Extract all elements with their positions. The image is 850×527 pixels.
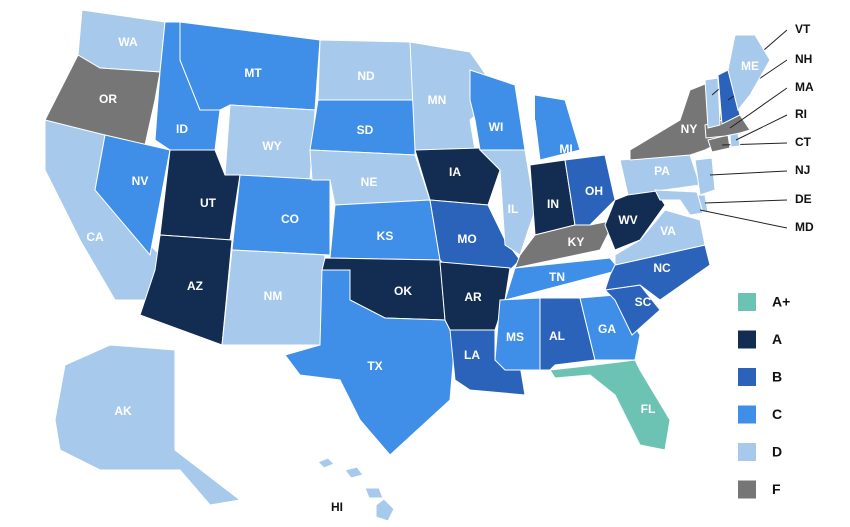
legend-label: F (772, 481, 781, 497)
state-label: NM (264, 289, 283, 303)
legend-swatch (738, 480, 756, 499)
state-label: MS (506, 330, 524, 344)
legend-label: C (772, 406, 782, 422)
state[interactable] (469, 69, 526, 151)
state-label: AZ (187, 279, 203, 293)
legend-label: A+ (772, 294, 790, 310)
state-label: GA (598, 322, 616, 336)
leader-line (699, 209, 788, 229)
state-label: NJ (795, 163, 810, 177)
state-label: KY (568, 235, 585, 249)
leader-line (735, 114, 788, 141)
state-label: ID (176, 122, 188, 136)
state[interactable] (549, 359, 671, 451)
state-label: WV (618, 213, 637, 227)
state-label: KS (377, 229, 394, 243)
state-label: LA (464, 348, 480, 362)
state[interactable] (494, 297, 541, 371)
state-label: NY (681, 122, 698, 136)
state-label: NH (795, 52, 812, 66)
state-label: IA (449, 165, 461, 179)
state-label: MO (457, 232, 476, 246)
legend-swatch (738, 368, 756, 386)
legend-swatch (738, 405, 756, 424)
state-label: ME (741, 59, 759, 73)
legend-label: B (772, 369, 782, 385)
state[interactable] (414, 147, 501, 206)
state-label: PA (654, 164, 670, 178)
state[interactable] (514, 219, 616, 269)
state-label: NV (132, 174, 149, 188)
state-label: OK (394, 284, 412, 298)
state-label: MI (559, 142, 572, 156)
state-label: WY (262, 139, 281, 153)
leader-line (704, 199, 788, 204)
state-label: MN (428, 93, 447, 107)
state-label: SC (635, 295, 652, 309)
state-label: CO (281, 212, 299, 226)
state-label: AK (114, 404, 132, 418)
state-label: RI (795, 107, 807, 121)
state[interactable] (429, 199, 521, 271)
state-label: DE (795, 192, 812, 206)
state[interactable] (704, 77, 721, 129)
state[interactable] (717, 69, 741, 125)
state-label: AR (464, 290, 482, 304)
state-label: OR (99, 92, 117, 106)
state-label: SD (357, 123, 374, 137)
legend-swatch (738, 293, 756, 311)
legend-swatch (738, 443, 756, 461)
state-label: AL (549, 329, 565, 343)
state-label: CA (86, 230, 104, 244)
state[interactable] (284, 269, 456, 456)
state[interactable] (54, 344, 242, 506)
state-label: NC (653, 261, 671, 275)
state[interactable] (564, 154, 616, 226)
state-label: WI (489, 120, 504, 134)
state-label: IL (508, 202, 519, 216)
state[interactable] (727, 34, 771, 112)
state-label: MD (795, 220, 814, 234)
state[interactable] (694, 157, 716, 196)
state-label: OH (585, 184, 603, 198)
state-label: WA (118, 35, 138, 49)
state-label: CT (795, 135, 812, 149)
state[interactable] (317, 457, 395, 522)
state-label: VT (795, 22, 811, 36)
state-label: IN (547, 197, 559, 211)
state-label: HI (331, 500, 343, 514)
state-label: TX (367, 359, 382, 373)
state[interactable] (449, 329, 526, 396)
state[interactable] (534, 94, 581, 161)
state-label: NE (361, 175, 378, 189)
state-label: UT (200, 196, 217, 210)
state-label: VA (660, 224, 676, 238)
legend-label: A (772, 331, 782, 347)
state[interactable] (94, 134, 171, 257)
state[interactable] (654, 189, 704, 216)
leader-line (729, 87, 788, 129)
state[interactable] (139, 234, 233, 346)
state-label: MA (795, 80, 814, 94)
legend-swatch (738, 330, 756, 349)
state-label: MT (244, 66, 262, 80)
leader-line (709, 170, 788, 176)
state-label: FL (641, 402, 656, 416)
state-label: TN (549, 270, 565, 284)
legend-label: D (772, 444, 782, 460)
state-label: ND (357, 69, 375, 83)
